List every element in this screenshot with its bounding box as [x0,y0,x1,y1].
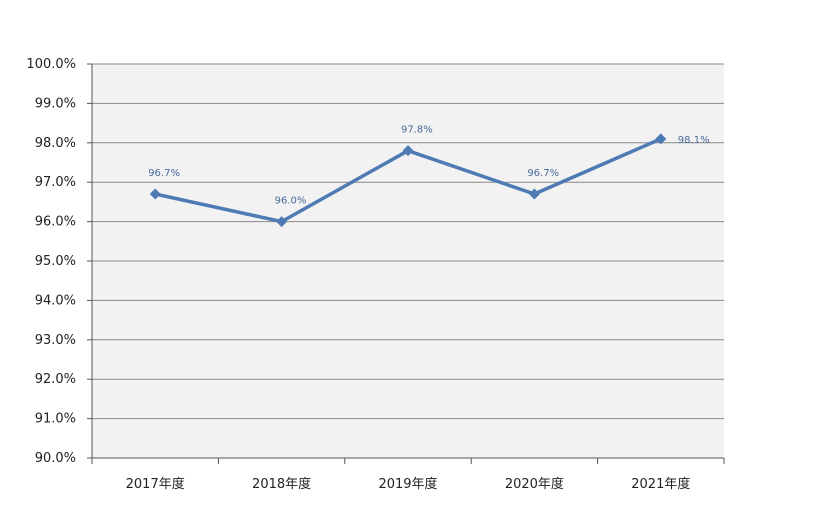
y-tick-label: 96.0% [35,215,76,230]
y-tick-label: 99.0% [35,96,76,111]
data-point [402,145,414,157]
data-label: 97.8% [401,125,433,136]
data-label: 96.7% [148,168,180,179]
y-tick-label: 92.0% [35,372,76,387]
data-label: 96.7% [527,168,559,179]
x-tick-label: 2020年度 [505,476,564,492]
y-tick-label: 100.0% [26,57,76,72]
series-group [149,133,667,228]
x-tick-label: 2019年度 [378,476,437,492]
x-tick-label: 2018年度 [252,476,311,492]
data-label: 98.1% [678,135,710,146]
y-tick-label: 93.0% [35,333,76,348]
y-tick-label: 95.0% [35,254,76,269]
y-tick-label: 90.0% [35,451,76,466]
x-tick-label: 2021年度 [631,476,690,492]
y-axis-tick-labels: 90.0% 91.0% 92.0% 93.0% 94.0% 95.0% 96.0% 97.0%… [26,57,76,466]
y-tick-label: 97.0% [35,175,76,190]
data-label: 96.0% [275,196,307,207]
x-tick-label: 2017年度 [126,476,185,492]
data-point [655,133,667,145]
gridlines [92,63,724,459]
data-point [149,188,161,200]
y-tick-label: 94.0% [35,293,76,308]
data-labels: 96.7% 96.0% 97.8% 96.7% 98.1% [148,125,709,207]
y-tick-label: 98.0% [35,136,76,151]
data-point [528,188,540,200]
y-tick-label: 91.0% [35,412,76,427]
axes [87,63,725,464]
x-axis-tick-labels: 2017年度 2018年度 2019年度 2020年度 2021年度 [126,476,691,492]
data-point [276,216,288,228]
